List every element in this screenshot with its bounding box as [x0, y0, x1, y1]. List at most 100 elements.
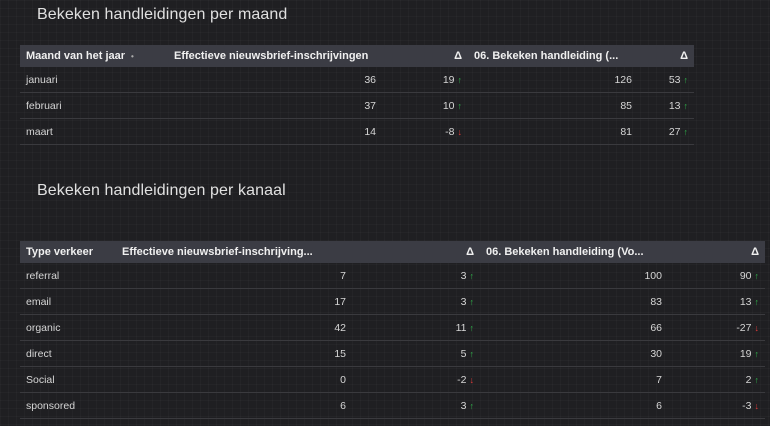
delta-manuals-cell: -3 ↓ — [668, 392, 765, 419]
traffic-type-cell: direct — [20, 340, 116, 367]
delta-signups-cell: 10 ↑ — [382, 92, 468, 119]
arrow-up-icon: ↑ — [683, 74, 689, 85]
delta-manuals-cell-value: 53 — [668, 73, 681, 86]
col-header-manuals[interactable]: 06. Bekeken handleiding (... — [468, 45, 638, 67]
delta-manuals-cell-value: 19 — [739, 347, 752, 360]
delta-manuals-cell-value: 90 — [739, 269, 752, 282]
traffic-type-cell-value: Social — [26, 373, 55, 386]
arrow-up-icon: ↑ — [754, 374, 760, 385]
monthly-section-title: Bekeken handleidingen per maand — [37, 6, 288, 23]
table-row[interactable]: maart 14 -8 ↓ 81 27 ↑ — [20, 118, 694, 145]
traffic-type-cell-value: email — [26, 295, 52, 308]
delta-signups-cell: 5 ↑ — [352, 340, 480, 367]
col-header-manuals[interactable]: 06. Bekeken handleiding (Vo... — [480, 241, 668, 263]
table-row[interactable]: februari 37 10 ↑ 85 13 ↑ — [20, 92, 694, 119]
arrow-up-icon: ↑ — [683, 100, 689, 111]
signups-cell: 37 — [168, 92, 382, 119]
month-cell-value: januari — [26, 73, 58, 86]
delta-signups-cell-value: -2 — [457, 373, 467, 386]
signups-cell: 36 — [168, 67, 382, 93]
arrow-up-icon: ↑ — [683, 126, 689, 137]
traffic-type-cell: organic — [20, 314, 116, 341]
table-row[interactable]: Social 0 -2 ↓ 7 2 ↑ — [20, 366, 765, 393]
arrow-up-icon: ↑ — [469, 296, 475, 307]
col-header-delta-signups[interactable]: Δ — [382, 45, 468, 67]
delta-signups-cell: -2 ↓ — [352, 366, 480, 393]
delta-manuals-cell-value: 13 — [739, 295, 752, 308]
traffic-type-cell: referral — [20, 263, 116, 289]
signups-cell: 42 — [116, 314, 352, 341]
traffic-type-cell: sponsored — [20, 392, 116, 419]
delta-manuals-cell: 27 ↑ — [638, 118, 694, 145]
monthly-header-row: Maand van het jaar • Effectieve nieuwsbri… — [20, 45, 694, 67]
signups-cell: 0 — [116, 366, 352, 393]
signups-cell-value: 0 — [340, 373, 346, 386]
traffic-type-cell: Social — [20, 366, 116, 393]
delta-manuals-cell: 13 ↑ — [668, 288, 765, 315]
traffic-type-cell: email — [20, 288, 116, 315]
arrow-up-icon: ↑ — [469, 348, 475, 359]
traffic-type-cell-value: referral — [26, 269, 60, 282]
delta-signups-cell: 19 ↑ — [382, 67, 468, 93]
arrow-down-icon: ↓ — [469, 374, 475, 385]
arrow-up-icon: ↑ — [754, 348, 760, 359]
manuals-cell: 6 — [480, 392, 668, 419]
sort-icon[interactable]: • — [131, 52, 134, 61]
delta-signups-cell-value: 5 — [460, 347, 467, 360]
manuals-cell-value: 30 — [650, 347, 662, 360]
arrow-up-icon: ↑ — [457, 100, 463, 111]
arrow-up-icon: ↑ — [469, 270, 475, 281]
delta-manuals-cell: 90 ↑ — [668, 263, 765, 289]
signups-cell-value: 42 — [334, 321, 346, 334]
manuals-cell: 85 — [468, 92, 638, 119]
table-row[interactable]: direct 15 5 ↑ 30 19 ↑ — [20, 340, 765, 367]
arrow-up-icon: ↑ — [469, 400, 475, 411]
month-cell-value: februari — [26, 99, 62, 112]
delta-manuals-cell: 53 ↑ — [638, 67, 694, 93]
delta-signups-cell-value: 11 — [455, 321, 467, 334]
manuals-cell: 126 — [468, 67, 638, 93]
delta-manuals-cell: 2 ↑ — [668, 366, 765, 393]
manuals-cell: 7 — [480, 366, 668, 393]
col-header-signups[interactable]: Effectieve nieuwsbrief-inschrijving... — [116, 241, 352, 263]
delta-manuals-cell: 19 ↑ — [668, 340, 765, 367]
table-row[interactable]: email 17 3 ↑ 83 13 ↑ — [20, 288, 765, 315]
table-row[interactable]: januari 36 19 ↑ 126 53 ↑ — [20, 67, 694, 93]
delta-manuals-cell-value: 2 — [745, 373, 752, 386]
delta-signups-cell: 3 ↑ — [352, 263, 480, 289]
manuals-cell-value: 81 — [620, 125, 632, 138]
delta-manuals-cell-value: 27 — [668, 125, 681, 138]
table-row[interactable]: organic 42 11 ↑ 66 -27 ↓ — [20, 314, 765, 341]
signups-cell: 7 — [116, 263, 352, 289]
delta-manuals-cell: -27 ↓ — [668, 314, 765, 341]
signups-cell-value: 15 — [334, 347, 346, 360]
channel-header-row: Type verkeer Effectieve nieuwsbrief-insc… — [20, 241, 765, 263]
signups-cell: 17 — [116, 288, 352, 315]
delta-signups-cell: -8 ↓ — [382, 118, 468, 145]
col-header-delta-manuals[interactable]: Δ — [638, 45, 694, 67]
manuals-cell: 83 — [480, 288, 668, 315]
table-row[interactable]: sponsored 6 3 ↑ 6 -3 ↓ — [20, 392, 765, 419]
manuals-cell: 66 — [480, 314, 668, 341]
delta-signups-cell: 3 ↑ — [352, 288, 480, 315]
col-header-traffic-type[interactable]: Type verkeer — [20, 241, 116, 263]
col-header-delta-manuals[interactable]: Δ — [668, 241, 765, 263]
delta-signups-cell: 3 ↑ — [352, 392, 480, 419]
channel-section-title: Bekeken handleidingen per kanaal — [37, 182, 286, 199]
arrow-up-icon: ↑ — [754, 270, 760, 281]
delta-manuals-cell-value: -3 — [742, 399, 752, 412]
signups-cell-value: 36 — [364, 73, 376, 86]
col-header-signups[interactable]: Effectieve nieuwsbrief-inschrijvingen — [168, 45, 382, 67]
delta-signups-cell: 11 ↑ — [352, 314, 480, 341]
traffic-type-cell-value: direct — [26, 347, 52, 360]
traffic-type-cell-value: organic — [26, 321, 61, 334]
arrow-up-icon: ↑ — [457, 74, 463, 85]
col-header-delta-signups[interactable]: Δ — [352, 241, 480, 263]
manuals-cell: 100 — [480, 263, 668, 289]
signups-cell: 15 — [116, 340, 352, 367]
manuals-cell-value: 6 — [656, 399, 662, 412]
signups-cell-value: 37 — [364, 99, 376, 112]
col-header-month[interactable]: Maand van het jaar • — [20, 45, 168, 67]
manuals-cell-value: 83 — [650, 295, 662, 308]
table-row[interactable]: referral 7 3 ↑ 100 90 ↑ — [20, 263, 765, 289]
